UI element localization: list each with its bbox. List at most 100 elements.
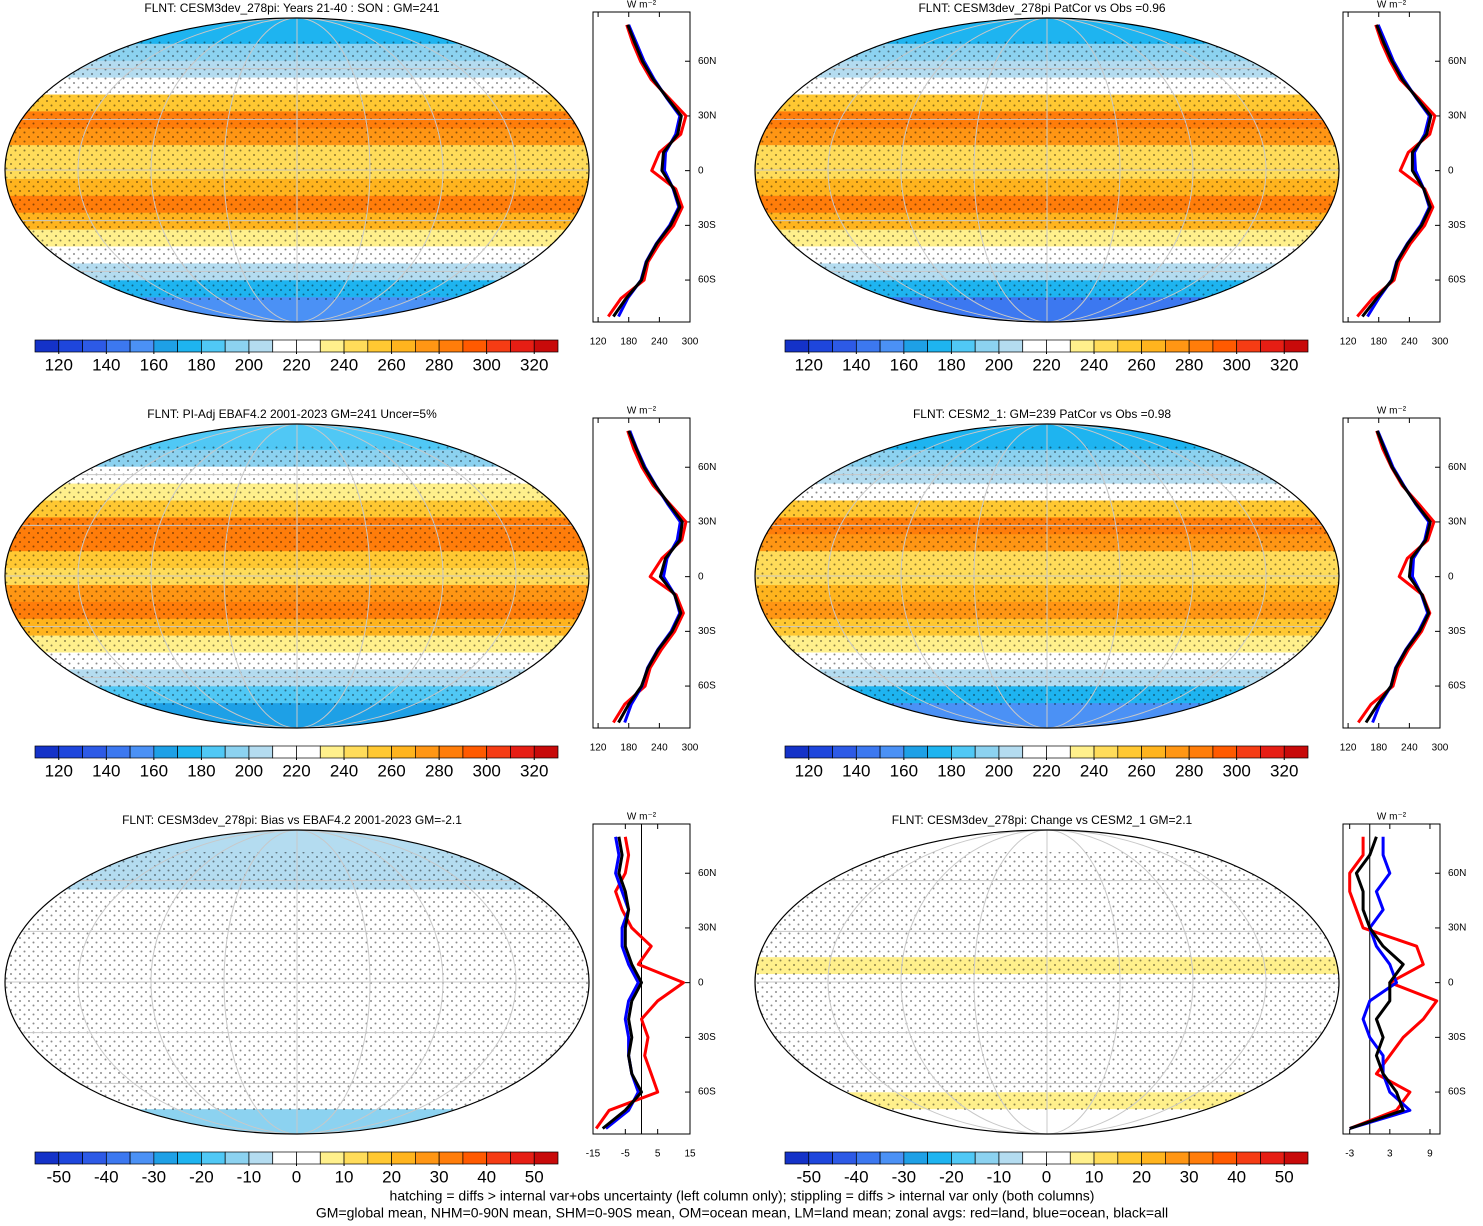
colorbar-label: 0 [292,1167,301,1186]
colorbar-label: 140 [842,761,870,780]
y-tick-label: 0 [698,977,704,988]
colorbar-label: 50 [1275,1167,1294,1186]
colorbar-box [367,1151,392,1165]
colorbar-label: 220 [282,761,310,780]
zonal-frame [592,11,691,323]
graticule [223,18,371,322]
colorbar-box [248,745,274,759]
colorbar-box [1165,745,1190,759]
y-tick-label: 0 [1448,977,1454,988]
colorbar-box [1046,339,1071,353]
y-tick-label: 60S [698,681,716,692]
map-outline [4,17,590,323]
map-band [5,830,589,856]
y-tick-label: 30S [1448,626,1466,637]
colorbar-label: 180 [187,355,215,374]
colorbar-box [927,1151,952,1165]
x-tick-label: 3 [1387,1149,1393,1160]
colorbar-label: 160 [890,761,918,780]
colorbar-box [879,745,905,759]
colorbar-label: 240 [1080,761,1108,780]
colorbar-box [1093,339,1119,353]
colorbar-box [415,745,440,759]
zonal-line [1349,836,1405,1130]
colorbar-label: -10 [987,1167,1012,1186]
colorbar-label: 260 [377,761,405,780]
colorbar-box [974,1151,1000,1165]
colorbar-box [438,745,464,759]
colorbar-label: 300 [1222,761,1250,780]
y-tick-label: 60N [1448,868,1466,879]
colorbar-box [1283,745,1309,759]
x-tick-label: 240 [1401,337,1418,348]
colorbar-box [832,745,857,759]
colorbar-label: 50 [525,1167,544,1186]
colorbar-box [391,339,416,353]
colorbar-label: 220 [1032,355,1060,374]
colorbar-box [177,339,202,353]
zonal-unit: W m⁻² [1377,812,1407,823]
colorbar-label: 10 [335,1167,354,1186]
map-band [755,1108,1339,1134]
y-tick-label: 0 [698,571,704,582]
graticule [973,830,1121,1134]
y-tick-label: 60S [698,275,716,286]
colorbar-box [808,339,833,353]
colorbar-box [224,745,250,759]
colorbar-box [1260,745,1285,759]
colorbar-box [296,339,321,353]
zonal-frame [1342,417,1441,729]
colorbar-label: 30 [1180,1167,1199,1186]
colorbar-label: -10 [237,1167,262,1186]
colorbar-box [855,745,881,759]
colorbar-label: 120 [795,355,823,374]
colorbar-box [1236,745,1261,759]
colorbar-box [391,1151,416,1165]
colorbar-box [296,1151,321,1165]
x-tick-label: 5 [655,1149,661,1160]
colorbar-box [510,1151,535,1165]
colorbar-box [1141,1151,1166,1165]
colorbar-label: 200 [985,355,1013,374]
y-tick-label: 60N [698,462,716,473]
x-tick-label: 240 [651,337,668,348]
y-tick-label: 60N [698,868,716,879]
colorbar-label: 280 [425,761,453,780]
colorbar-box [105,745,131,759]
colorbar-label: 320 [1270,761,1298,780]
colorbar-label: 20 [1132,1167,1151,1186]
zonal-unit: W m⁻² [1377,406,1407,417]
y-tick-label: 0 [1448,571,1454,582]
colorbar-box [1165,1151,1190,1165]
map-band [5,18,589,44]
x-tick-label: 120 [590,337,607,348]
zonal-line [1349,836,1412,1130]
colorbar-box [998,339,1024,353]
colorbar-box [1141,339,1166,353]
colorbar-label: 10 [1085,1167,1104,1186]
map-outline [754,17,1340,323]
colorbar-box [367,339,392,353]
panel-title: FLNT: CESM3dev_278pi: Bias vs EBAF4.2 20… [122,813,462,827]
colorbar-box [1046,745,1071,759]
colorbar-label: 160 [140,761,168,780]
x-tick-label: 180 [1370,743,1387,754]
colorbar-label: -20 [189,1167,214,1186]
colorbar-box [58,745,83,759]
graticule [150,424,444,728]
colorbar-label: 180 [937,355,965,374]
y-tick-label: 30S [698,1032,716,1043]
x-tick-label: 180 [1370,337,1387,348]
colorbar-box [201,1151,226,1165]
zonal-line [1348,836,1439,1130]
colorbar-box [486,745,511,759]
colorbar-label: 30 [430,1167,449,1186]
map-outline [754,423,1340,729]
colorbar-box [510,339,535,353]
map-band [755,702,1339,728]
colorbar-box [153,339,178,353]
y-tick-label: 60N [1448,56,1466,67]
map-band [755,296,1339,322]
y-tick-label: 30S [698,220,716,231]
colorbar-label: 120 [45,355,73,374]
